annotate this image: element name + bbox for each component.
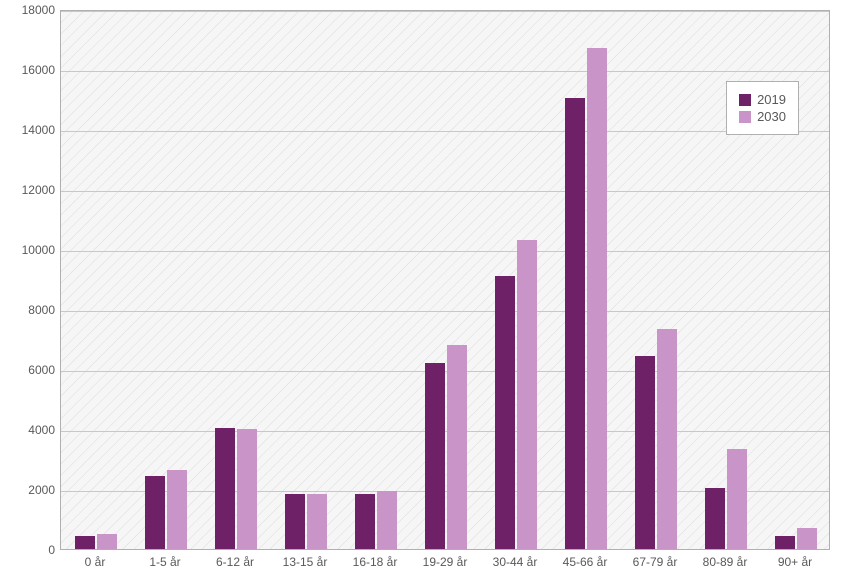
x-tick-label: 13-15 år xyxy=(283,555,328,569)
bar-2030 xyxy=(447,345,467,549)
legend-swatch xyxy=(739,94,751,106)
x-tick-label: 19-29 år xyxy=(423,555,468,569)
y-tick-label: 8000 xyxy=(5,303,55,317)
bar-2019 xyxy=(565,98,585,550)
y-tick-label: 10000 xyxy=(5,243,55,257)
legend: 2019 2030 xyxy=(726,81,799,135)
bar-2019 xyxy=(285,494,305,550)
bar-2019 xyxy=(75,536,95,550)
bar-2019 xyxy=(495,276,515,549)
bar-2030 xyxy=(657,329,677,550)
x-tick-label: 1-5 år xyxy=(149,555,180,569)
y-tick-label: 0 xyxy=(5,543,55,557)
legend-swatch xyxy=(739,111,751,123)
x-tick-label: 45-66 år xyxy=(563,555,608,569)
bar-2019 xyxy=(215,428,235,550)
y-tick-label: 6000 xyxy=(5,363,55,377)
bar-2030 xyxy=(377,491,397,550)
legend-item: 2019 xyxy=(739,92,786,107)
x-tick-label: 16-18 år xyxy=(353,555,398,569)
x-tick-label: 0 år xyxy=(85,555,106,569)
y-tick-label: 4000 xyxy=(5,423,55,437)
y-tick-label: 18000 xyxy=(5,3,55,17)
bar-2019 xyxy=(705,488,725,550)
bar-2030 xyxy=(237,429,257,549)
x-tick-label: 90+ år xyxy=(778,555,812,569)
bar-2030 xyxy=(797,528,817,549)
y-tick-label: 2000 xyxy=(5,483,55,497)
x-tick-label: 80-89 år xyxy=(703,555,748,569)
bar-2019 xyxy=(145,476,165,550)
y-tick-label: 16000 xyxy=(5,63,55,77)
plot-area: 2019 2030 xyxy=(60,10,830,550)
bar-2030 xyxy=(727,449,747,550)
x-tick-label: 6-12 år xyxy=(216,555,254,569)
bar-2019 xyxy=(425,363,445,549)
bar-2030 xyxy=(307,494,327,550)
y-tick-label: 12000 xyxy=(5,183,55,197)
bar-2030 xyxy=(167,470,187,550)
bar-2030 xyxy=(587,48,607,549)
bar-2030 xyxy=(97,534,117,549)
legend-item: 2030 xyxy=(739,109,786,124)
legend-label: 2019 xyxy=(757,92,786,107)
bars-layer xyxy=(61,11,829,549)
y-tick-label: 14000 xyxy=(5,123,55,137)
x-tick-label: 67-79 år xyxy=(633,555,678,569)
bar-2019 xyxy=(635,356,655,550)
age-distribution-chart: 2019 2030 0 2000 4000 6000 8000 10000 12000 1400… xyxy=(0,0,841,581)
legend-label: 2030 xyxy=(757,109,786,124)
x-tick-label: 30-44 år xyxy=(493,555,538,569)
bar-2019 xyxy=(775,536,795,550)
bar-2030 xyxy=(517,240,537,549)
bar-2019 xyxy=(355,494,375,550)
